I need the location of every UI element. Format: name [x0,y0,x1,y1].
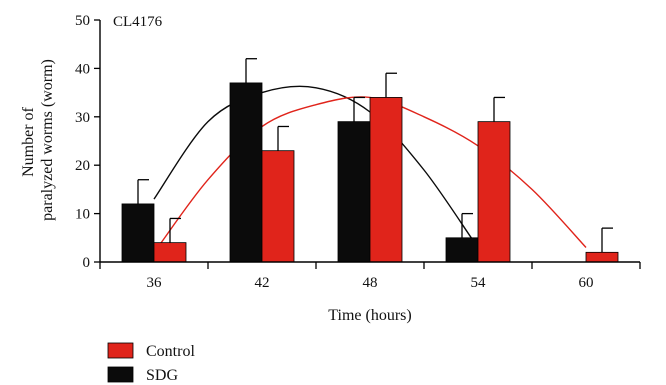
y-tick-label-20: 20 [75,158,90,174]
legend-label-control: Control [146,343,195,360]
x-tick-label-60: 60 [579,275,594,291]
y-tick-label-40: 40 [75,61,90,77]
bar-control-36 [153,242,187,263]
y-tick-label-0: 0 [83,255,91,271]
x-tick-label-42: 42 [255,275,270,291]
bar-sdg-54 [445,237,479,263]
legend-label-sdg: SDG [146,367,178,384]
x-tick-label-36: 36 [147,275,163,291]
axes: 0 10 20 30 40 50 36 42 48 54 60 [75,13,641,291]
y-axis-title: Number of paralyzed worms (worm) [20,59,56,221]
y-tick-label-50: 50 [75,13,90,29]
bars [121,58,619,263]
x-tick-label-48: 48 [363,275,378,291]
legend: Control SDG [107,342,195,384]
trend-line-sdg [153,85,492,263]
chart-annotation: CL4176 [113,14,163,30]
y-axis-title-line2: paralyzed worms (worm) [39,59,56,221]
y-tick-label-30: 30 [75,110,90,126]
bar-sdg-48 [337,121,371,263]
bar-sdg-36 [121,203,155,263]
bar-control-42 [261,150,295,263]
x-tick-label-54: 54 [471,275,487,291]
x-axis-title: Time (hours) [328,307,411,324]
legend-swatch-control [107,342,134,359]
bar-control-60 [585,251,619,263]
y-tick-label-10: 10 [75,207,90,223]
bar-control-54 [477,121,511,263]
legend-swatch-sdg [107,366,134,383]
y-axis-title-line1: Number of [20,106,37,176]
bar-control-48 [369,97,403,263]
bar-sdg-42 [229,82,263,263]
